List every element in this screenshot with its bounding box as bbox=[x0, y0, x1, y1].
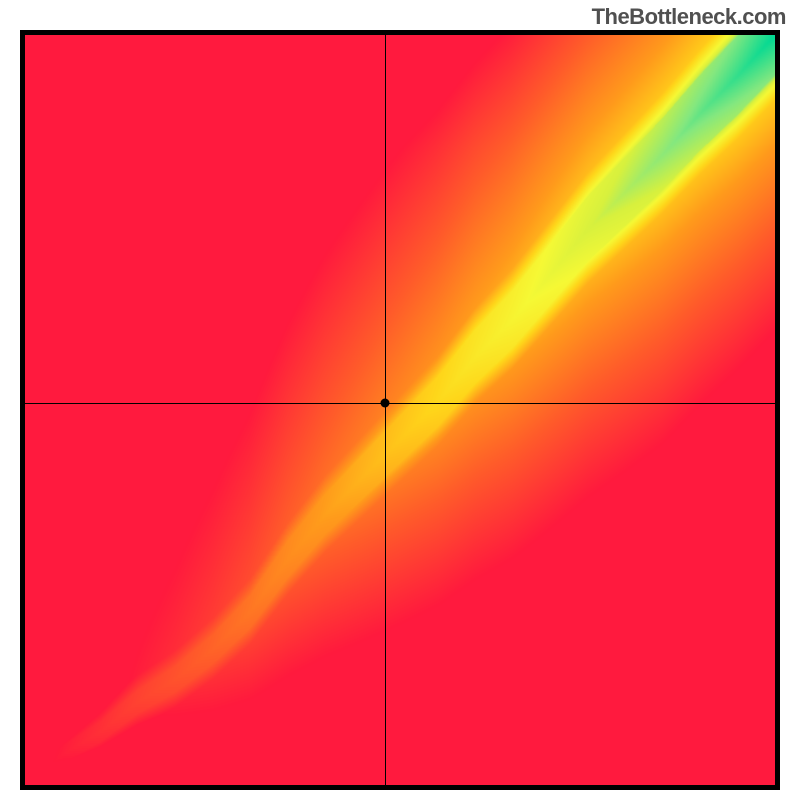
plot-area bbox=[20, 30, 780, 790]
marker-dot bbox=[381, 398, 390, 407]
bottleneck-heatmap bbox=[25, 35, 775, 785]
attribution-text: TheBottleneck.com bbox=[592, 4, 786, 30]
chart-container: { "header": { "attribution": "TheBottlen… bbox=[0, 0, 800, 800]
crosshair-vertical bbox=[385, 35, 386, 785]
crosshair-horizontal bbox=[25, 403, 775, 404]
